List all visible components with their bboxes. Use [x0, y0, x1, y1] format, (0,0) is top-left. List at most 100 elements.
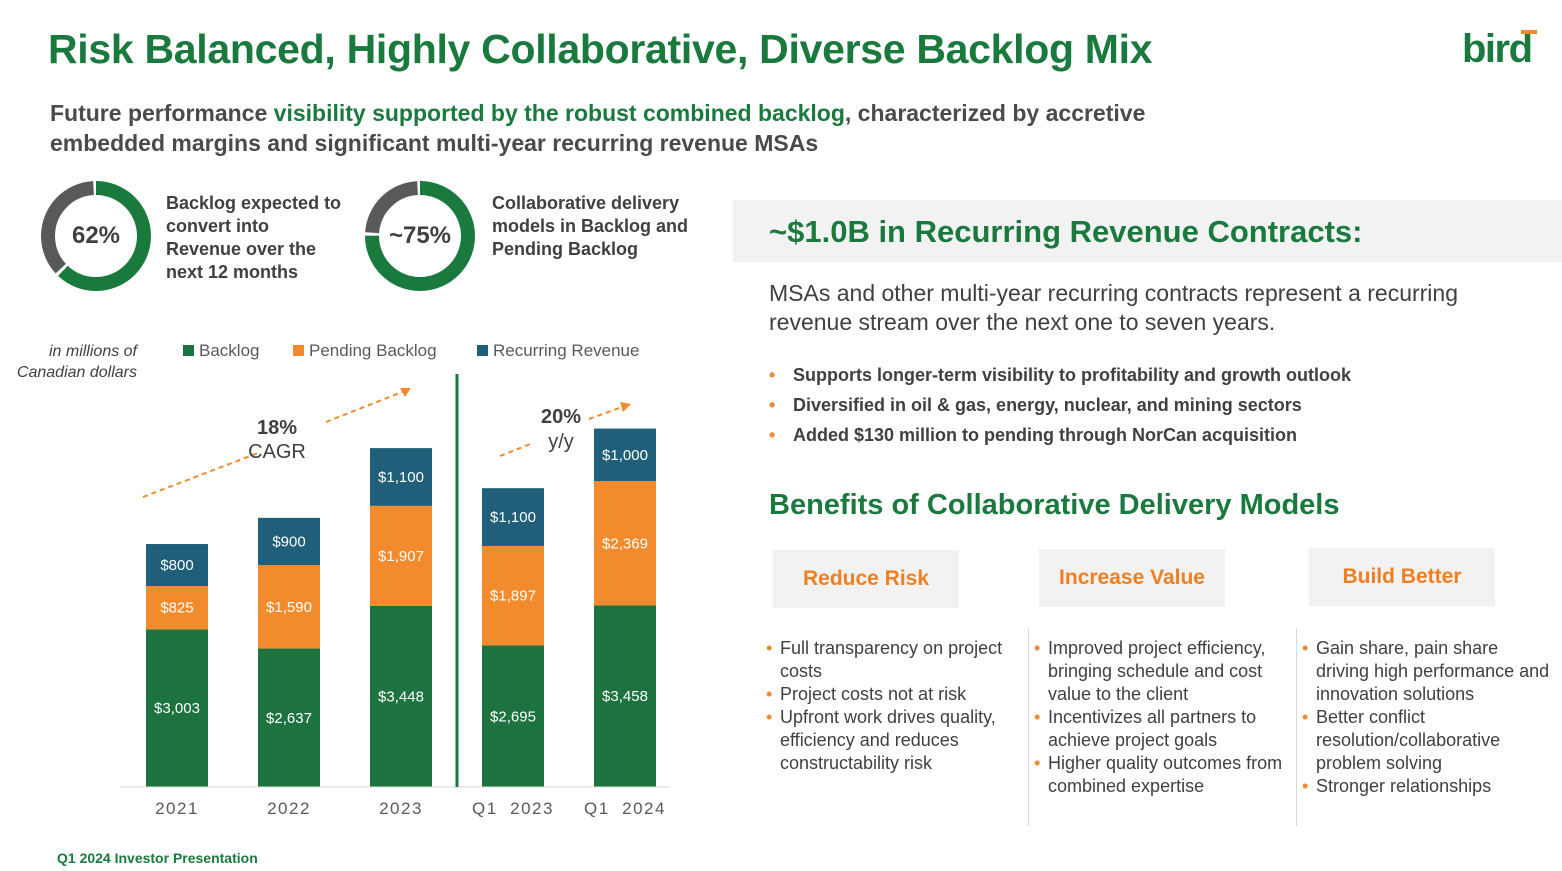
unit-note-line1: in millions of [49, 343, 139, 360]
list-item: • Diversified in oil & gas, energy, nucle… [769, 390, 1351, 420]
bar-value-label: $1,000 [602, 447, 648, 464]
bullet-icon: • [769, 365, 776, 385]
x-axis-tick-label: Q1 2024 [584, 799, 666, 818]
benefit-list-reduce-risk: • Full transparency on project costs • Pro… [766, 637, 1018, 775]
bullet-text: Higher quality outcomes from combined ex… [1048, 753, 1283, 796]
kpi-description: Collaborative delivery models in Backlog… [492, 193, 689, 259]
bar-value-label: $1,100 [490, 509, 536, 526]
bar-segment-pending-backlog [370, 505, 432, 606]
chart-bars: $3,003 $825 $800 $2,637 $1,590 $900 $3,448 $1,9… [146, 428, 656, 787]
bar-segment-backlog [482, 645, 544, 787]
donut-chart-collaborative [365, 181, 475, 291]
bullet-text: Incentivizes all partners to achieve pro… [1048, 707, 1257, 750]
bar-segment-pending-backlog [482, 545, 544, 646]
subtitle-highlight: visibility supported by the robust combi… [273, 100, 845, 126]
recurring-revenue-bullets: • Supports longer-term visibility to prof… [769, 360, 1351, 450]
bullet-icon: • [766, 707, 773, 727]
footer-text: Q1 2024 Investor Presentation [57, 850, 258, 866]
list-item: • Full transparency on project costs [766, 637, 1018, 683]
benefit-list-increase-value: • Improved project efficiency, bringing s… [1034, 637, 1289, 798]
x-axis-tick-label: 2021 [155, 799, 199, 818]
bullet-icon: • [1034, 638, 1041, 658]
list-item: • Higher quality outcomes from combined e… [1034, 752, 1289, 798]
bar-value-label: $1,907 [378, 548, 424, 565]
bar-segment-backlog [146, 629, 208, 787]
bullet-text: Supports longer-term visibility to profi… [793, 365, 1351, 385]
x-axis-tick-label: 2023 [379, 799, 423, 818]
cagr-value: 18% [257, 417, 297, 439]
bullet-icon: • [1034, 753, 1041, 773]
yoy-arrow-start [499, 442, 534, 457]
bar-segment-backlog [370, 605, 432, 787]
list-item: • Upfront work drives quality, efficiency… [766, 706, 1018, 775]
cagr-arrow-end [325, 391, 403, 423]
donut-ring-remainder [41, 181, 151, 291]
bar-segment-backlog [594, 605, 656, 787]
donut-chart-conversion [41, 181, 151, 291]
x-axis-tick-label: Q1 2023 [472, 799, 554, 818]
bullet-icon: • [766, 684, 773, 704]
bar-segment-recurring-revenue [258, 517, 320, 566]
bar-segment-pending-backlog [146, 586, 208, 630]
bar-segment-recurring-revenue [146, 544, 208, 587]
bar-value-label: $825 [160, 600, 193, 617]
bullet-text: Added $130 million to pending through No… [793, 425, 1298, 445]
bullet-icon: • [769, 395, 776, 415]
recurring-revenue-title: ~$1.0B in Recurring Revenue Contracts: [769, 214, 1363, 249]
bullet-icon: • [1034, 707, 1041, 727]
kpi-donut-conversion: 62% [40, 180, 152, 292]
legend-label-pending-backlog: Pending Backlog [309, 341, 437, 360]
bullet-text: Improved project efficiency, bringing sc… [1048, 638, 1266, 704]
donut-value: 62% [71, 222, 121, 249]
bar-segment-backlog [258, 648, 320, 787]
bar-segment-pending-backlog [594, 481, 656, 606]
benefit-heading-increase-value: Increase Value [1039, 549, 1225, 607]
legend-swatch-recurring-revenue [477, 345, 488, 356]
bar-value-label: $800 [160, 557, 193, 574]
bar-value-label: $1,897 [490, 588, 536, 605]
list-item: • Project costs not at risk [766, 683, 1018, 706]
x-axis-labels: 2021 2022 2023 Q1 2023 Q1 2024 [155, 799, 666, 818]
bullet-icon: • [1302, 638, 1309, 658]
recurring-revenue-description: MSAs and other multi-year recurring cont… [769, 280, 1459, 335]
bullet-text: Stronger relationships [1316, 776, 1492, 796]
x-axis-tick-label: 2022 [267, 799, 311, 818]
page-title: Risk Balanced, Highly Collaborative, Div… [48, 26, 1153, 72]
bar-segment-pending-backlog [258, 565, 320, 649]
cagr-label: CAGR [248, 441, 306, 463]
backlog-stacked-bar-chart: in millions of Canadian dollars Backlog P… [17, 341, 670, 818]
benefit-list-build-better: • Gain share, pain share driving high per… [1302, 637, 1552, 798]
benefit-heading-reduce-risk: Reduce Risk [773, 550, 959, 608]
bar-value-label: $2,695 [490, 708, 536, 725]
column-divider [1296, 628, 1297, 826]
bar-value-label: $1,590 [266, 599, 312, 616]
legend-swatch-pending-backlog [293, 345, 304, 356]
benefit-heading-build-better: Build Better [1309, 548, 1495, 606]
bar-value-label: $900 [272, 533, 305, 550]
bar-segment-recurring-revenue [594, 428, 656, 482]
list-item: • Supports longer-term visibility to prof… [769, 360, 1351, 390]
bar-value-label: $2,369 [602, 535, 648, 552]
unit-note-line2: Canadian dollars [17, 364, 137, 381]
list-item: • Incentivizes all partners to achieve pr… [1034, 706, 1289, 752]
bullet-text: Project costs not at risk [780, 684, 967, 704]
bullet-icon: • [1302, 776, 1309, 796]
bullet-text: Diversified in oil & gas, energy, nuclea… [793, 395, 1302, 415]
benefits-title: Benefits of Collaborative Delivery Model… [769, 489, 1340, 521]
bullet-icon: • [766, 638, 773, 658]
bullet-text: Full transparency on project costs [780, 638, 1003, 681]
yoy-label: y/y [548, 431, 574, 453]
legend-swatch-backlog [183, 345, 194, 356]
bullet-icon: • [1302, 707, 1309, 727]
legend-label-backlog: Backlog [199, 341, 259, 360]
donut-ring-value [41, 181, 151, 291]
yoy-arrow-end [588, 406, 623, 420]
bar-value-label: $1,100 [378, 469, 424, 486]
bar-segment-recurring-revenue [370, 448, 432, 506]
chart-legend: Backlog Pending Backlog Recurring Revenue [183, 341, 639, 360]
donut-ring-value [365, 181, 475, 291]
bullet-text: Gain share, pain share driving high perf… [1316, 638, 1550, 704]
donut-value: ~75% [388, 222, 452, 249]
bar-value-label: $2,637 [266, 710, 312, 727]
bar-value-label: $3,003 [154, 700, 200, 717]
